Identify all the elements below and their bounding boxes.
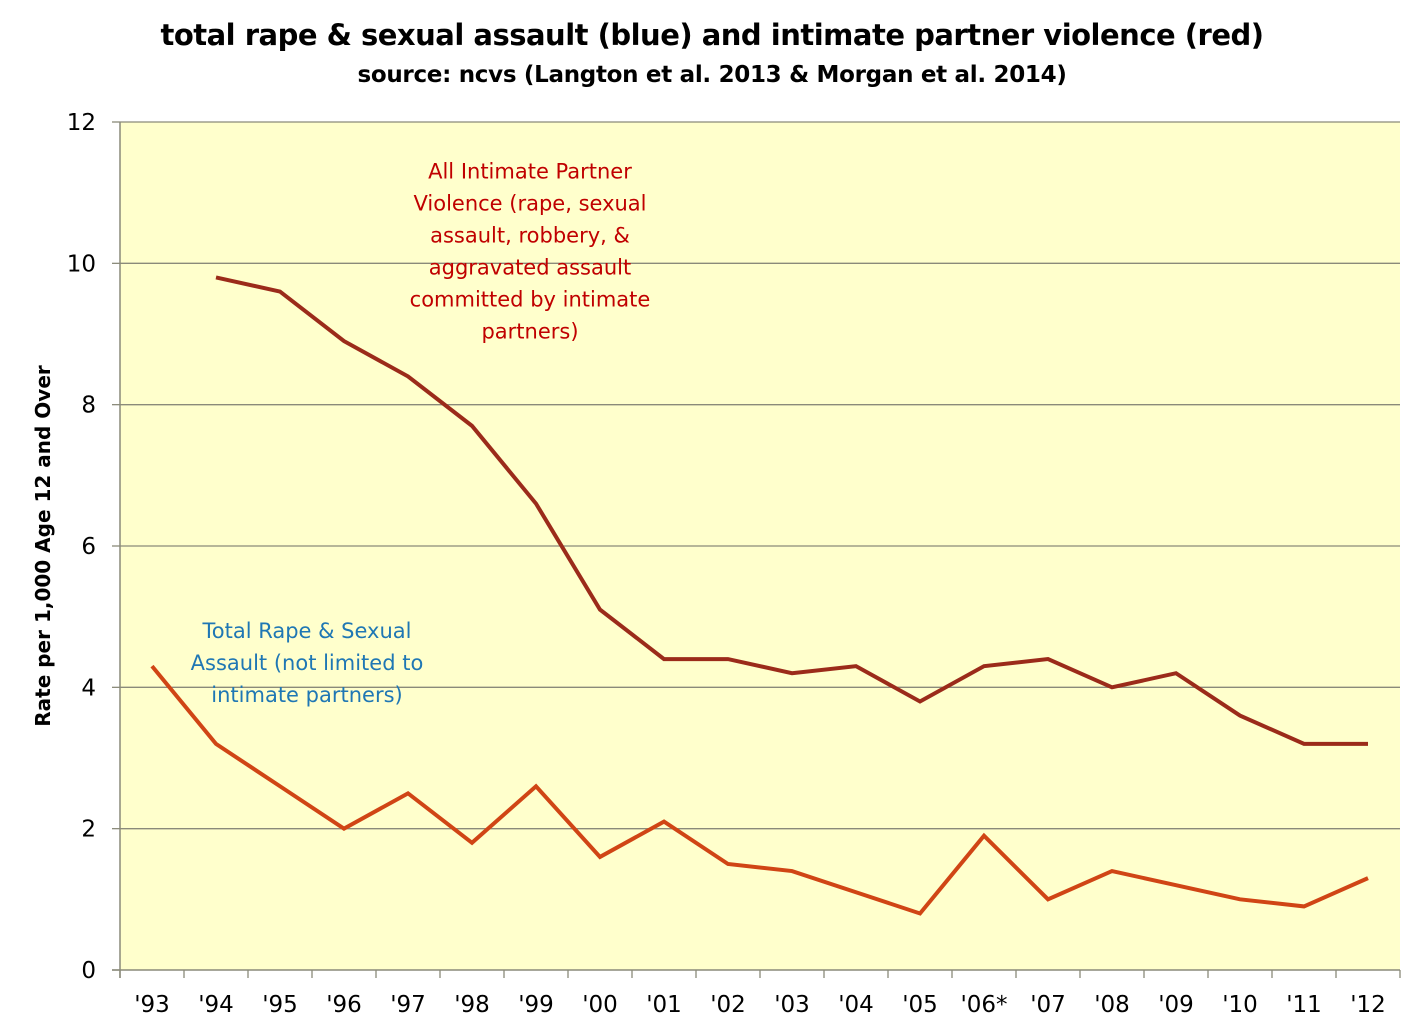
x-tick-label: '96: [326, 992, 362, 1018]
x-tick-label: '95: [262, 992, 298, 1018]
y-tick-label: 6: [81, 534, 96, 560]
y-axis-label: Rate per 1,000 Age 12 and Over: [31, 365, 55, 727]
series-line-rape-sexual-assault: [150, 664, 1369, 916]
y-tick-label: 8: [81, 393, 96, 419]
x-tick-label: '02: [710, 992, 746, 1018]
y-tick-label: 0: [81, 958, 96, 984]
x-tick-label: '03: [774, 992, 810, 1018]
chart-subtitle: source: ncvs (Langton et al. 2013 & Morg…: [357, 62, 1067, 88]
x-tick-label: '99: [518, 992, 554, 1018]
annotation-line: Violence (rape, sexual: [413, 192, 646, 216]
x-tick-label: '04: [838, 992, 874, 1018]
annotation-line: Total Rape & Sexual: [201, 619, 411, 643]
y-tick-label: 2: [81, 817, 96, 843]
x-tick-label: '11: [1286, 992, 1322, 1018]
annotation-line: assault, robbery, &: [430, 224, 630, 248]
annotation-line: All Intimate Partner: [428, 160, 632, 184]
annotation-line: partners): [481, 320, 578, 344]
axes: [112, 122, 1401, 978]
x-tick-label: '98: [454, 992, 490, 1018]
series-lines: [150, 275, 1369, 916]
annotations: All Intimate Partner Violence (rape, sexu…: [191, 160, 651, 707]
y-tick-label: 10: [67, 251, 96, 277]
x-tick-label: '93: [134, 992, 170, 1018]
gridlines: [112, 121, 1400, 971]
x-tick-label: '97: [390, 992, 426, 1018]
x-tick-label: '01: [646, 992, 682, 1018]
chart-title: total rape & sexual assault (blue) and i…: [160, 18, 1264, 52]
x-tick-label: '09: [1158, 992, 1194, 1018]
x-tick-label: '07: [1030, 992, 1066, 1018]
x-tick-label: '94: [198, 992, 234, 1018]
x-tick-label: '08: [1094, 992, 1130, 1018]
annotation-line: aggravated assault: [429, 256, 631, 280]
x-tick-labels: '93 '94 '95 '96 '97 '98 '99 '00 '01 '02 '03 '04 '05 '…: [134, 992, 1386, 1018]
y-tick-label: 12: [67, 110, 96, 136]
x-tick-label: '12: [1350, 992, 1386, 1018]
annotation-line: Assault (not limited to: [191, 651, 424, 675]
x-tick-label: '00: [582, 992, 618, 1018]
x-tick-label: '10: [1222, 992, 1258, 1018]
x-tick-label: '05: [902, 992, 938, 1018]
annotation-line: committed by intimate: [410, 288, 651, 312]
x-tick-label: '06*: [960, 992, 1007, 1018]
y-tick-labels: 0 2 4 6 8 10 12: [67, 110, 96, 984]
y-tick-label: 4: [81, 675, 96, 701]
annotation-line: intimate partners): [211, 683, 402, 707]
